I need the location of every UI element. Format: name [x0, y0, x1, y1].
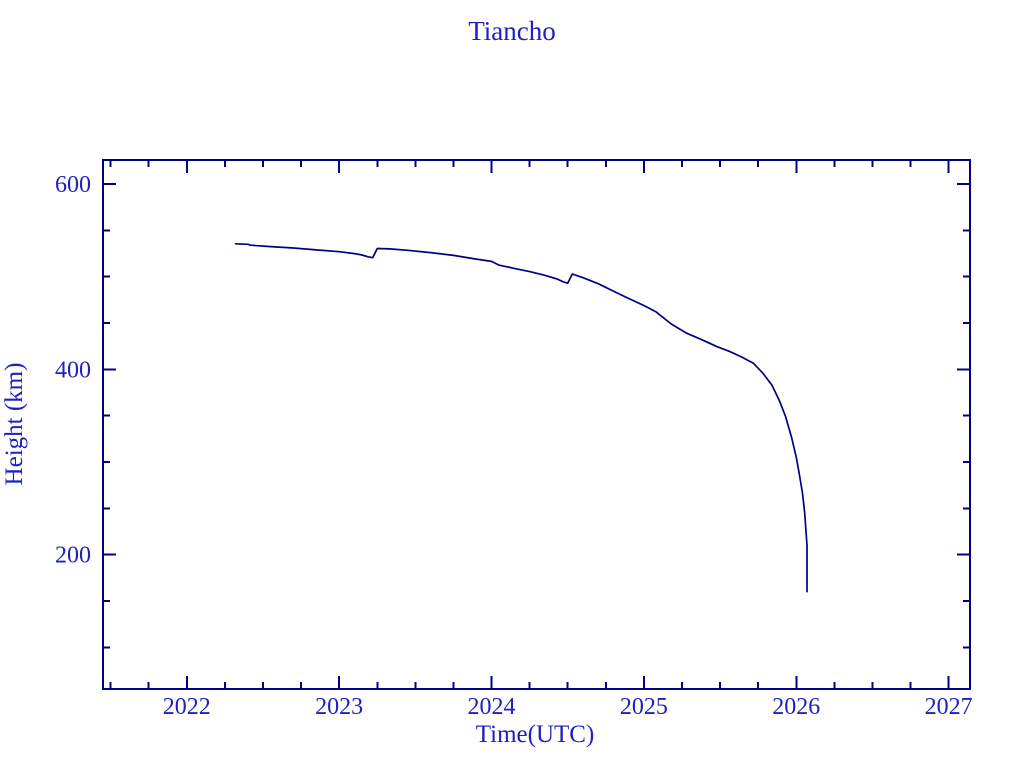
plot-frame: [102, 159, 971, 690]
axis-tick-labels: 2022 2023 2024 2025 2026 2027 200 400 600: [55, 172, 973, 720]
decay-curve: [234, 242, 808, 593]
axis-ticks: [103, 160, 970, 689]
x-tick-label: 2022: [163, 694, 211, 720]
y-tick-label: 400: [55, 357, 91, 383]
x-tick-label: 2026: [772, 694, 820, 720]
x-tick-label: 2027: [925, 694, 973, 720]
y-tick-label: 600: [55, 172, 91, 198]
x-axis-label: Time(UTC): [476, 721, 595, 748]
x-tick-label: 2023: [315, 694, 363, 720]
series-height_km: [234, 242, 808, 593]
y-axis-label: Height (km): [1, 363, 28, 486]
plot-border: [102, 159, 971, 690]
x-tick-label: 2024: [468, 694, 516, 720]
x-tick-label: 2025: [620, 694, 668, 720]
chart-title: Tiancho: [468, 16, 556, 46]
y-tick-label: 200: [55, 543, 91, 569]
